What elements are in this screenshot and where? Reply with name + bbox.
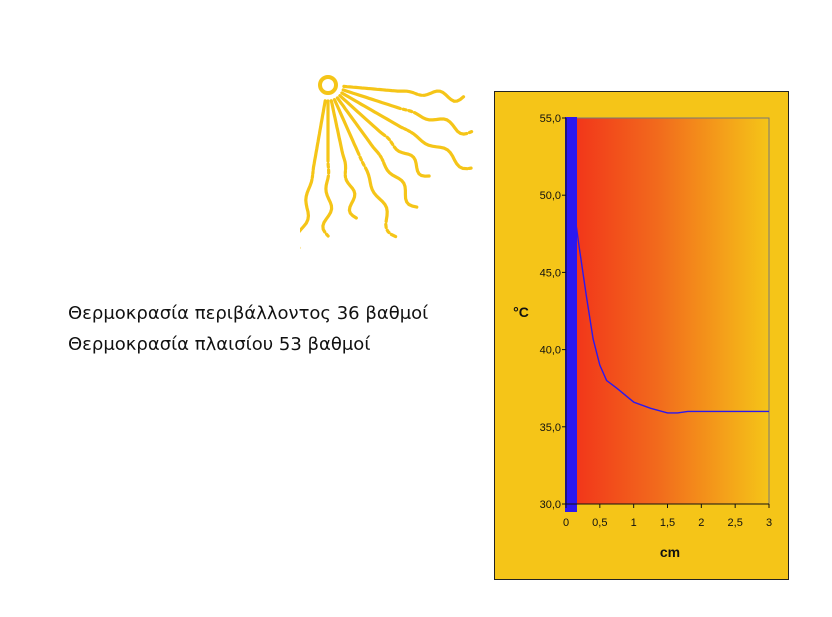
y-tick-label: 30,0	[540, 499, 561, 511]
y-tick-label: 50,0	[540, 190, 561, 202]
sun-ray	[338, 94, 431, 178]
sun-ray	[332, 98, 398, 239]
y-tick-label: 40,0	[540, 345, 561, 357]
x-tick-label: 0	[563, 517, 569, 529]
temperature-curve	[573, 210, 769, 414]
sun-ray	[300, 99, 327, 250]
sun-ray	[342, 84, 466, 103]
sun-ray	[340, 91, 474, 171]
ambient-temperature-text: Θερμοκρασία περιβάλλοντος 36 βαθμοί	[68, 303, 429, 324]
y-axis-title: °C	[513, 304, 529, 320]
sun-ray	[321, 99, 334, 238]
sun-ray	[341, 88, 474, 136]
x-tick-label: 1,5	[660, 517, 675, 529]
temperature-caption: Θερμοκρασία περιβάλλοντος 36 βαθμοί Θερμ…	[68, 298, 428, 360]
y-tick-label: 35,0	[540, 422, 561, 434]
x-tick-label: 2	[698, 517, 704, 529]
x-axis-title: cm	[660, 544, 680, 560]
heat-gradient-area	[565, 117, 770, 505]
sun-icon	[300, 75, 474, 250]
x-tick-label: 2,5	[728, 517, 743, 529]
y-tick-label: 55,0	[540, 113, 561, 125]
x-tick-label: 0,5	[592, 517, 607, 529]
x-tick-label: 3	[766, 517, 772, 529]
frame-bar	[565, 117, 577, 512]
sun-ray	[329, 99, 358, 220]
x-tick-label: 1	[631, 517, 637, 529]
temperature-chart: 30,0 35,0 40,0 45,0 50,0 55,0 0 0,5 1 1,5 2 2,5 3 °C c…	[513, 113, 772, 560]
y-tick-label: 45,0	[540, 267, 561, 279]
frame-temperature-text: Θερμοκρασία πλαισίου 53 βαθμοί	[68, 334, 371, 355]
sun-ray	[335, 96, 419, 209]
temperature-chart-panel: 30,0 35,0 40,0 45,0 50,0 55,0 0 0,5 1 1,5 2 2,5 3 °C c…	[494, 91, 789, 580]
sun-disc	[318, 75, 338, 95]
